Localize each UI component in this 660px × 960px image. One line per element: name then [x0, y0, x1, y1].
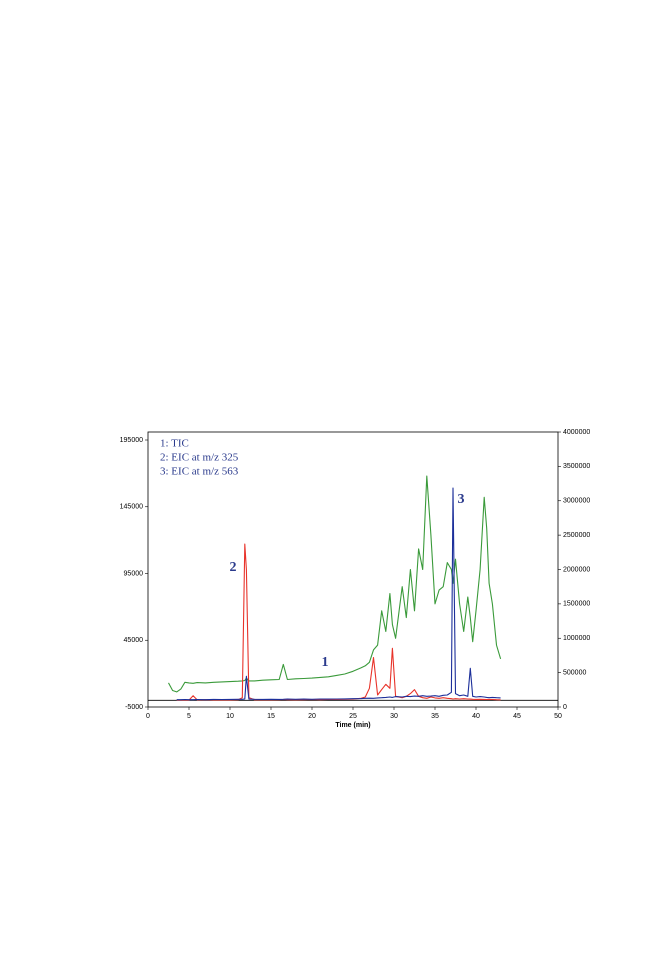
series-line [176, 543, 501, 701]
y2-tick-label: 1500000 [563, 601, 590, 608]
x-axis-label: Time (min) [335, 722, 370, 729]
x-tick-label: 20 [308, 713, 316, 720]
y2-tick-label: 3000000 [563, 498, 590, 505]
y-tick-label: 45000 [124, 637, 144, 644]
y2-tick-label: 500000 [563, 669, 586, 676]
y2-tick-label: 3500000 [563, 463, 590, 470]
x-tick-label: 50 [554, 713, 562, 720]
x-tick-label: 5 [187, 713, 191, 720]
peak-annotation: 2 [230, 560, 237, 575]
legend-entry: 1: TIC [160, 438, 189, 450]
y2-tick-label: 1000000 [563, 635, 590, 642]
y-tick-label: 95000 [124, 570, 144, 577]
series-line [168, 475, 502, 693]
y-tick-label: -5000 [125, 704, 143, 711]
peak-annotation: 1 [322, 655, 329, 670]
y-tick-label: 195000 [120, 437, 143, 444]
y-tick-label: 145000 [120, 504, 143, 511]
peak-annotation: 3 [458, 492, 465, 507]
legend-entry: 2: EIC at m/z 325 [160, 452, 239, 464]
x-tick-label: 10 [226, 713, 234, 720]
x-tick-label: 30 [390, 713, 398, 720]
y2-tick-label: 2500000 [563, 532, 590, 539]
y2-tick-label: 0 [563, 704, 567, 711]
legend-entry: 3: EIC at m/z 563 [160, 466, 239, 478]
x-tick-label: 15 [267, 713, 275, 720]
y2-tick-label: 2000000 [563, 566, 590, 573]
x-tick-label: 40 [472, 713, 480, 720]
x-tick-label: 25 [349, 713, 357, 720]
x-tick-label: 35 [431, 713, 439, 720]
y2-tick-label: 4000000 [563, 429, 590, 436]
x-tick-label: 45 [513, 713, 521, 720]
x-tick-label: 0 [146, 713, 150, 720]
series-line [176, 487, 501, 701]
